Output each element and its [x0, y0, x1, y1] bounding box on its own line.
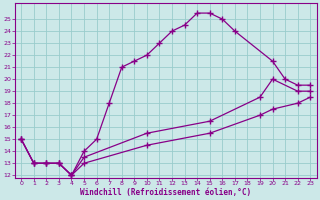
X-axis label: Windchill (Refroidissement éolien,°C): Windchill (Refroidissement éolien,°C) — [80, 188, 251, 197]
